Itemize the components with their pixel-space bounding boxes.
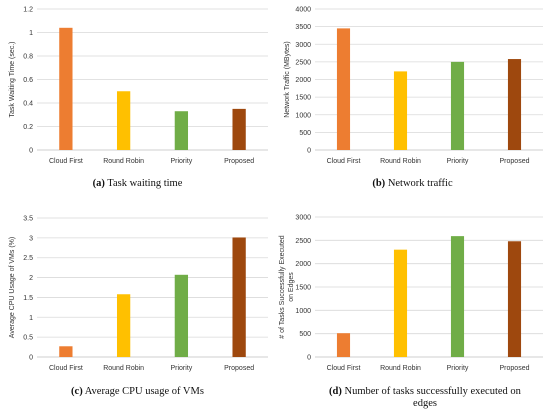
y-tick-label-c-1: 0.5 <box>23 335 33 342</box>
x-tick-label-c-0: Cloud First <box>49 365 83 372</box>
y-axis-title-line-d-1: on Edges <box>288 272 295 302</box>
y-axis-title-c: Average CPU Usage of VMs (%) <box>9 237 16 338</box>
y-tick-label-b-1: 500 <box>299 130 311 137</box>
x-tick-label-d-2: Priority <box>447 365 469 372</box>
y-tick-label-c-2: 1 <box>29 315 33 322</box>
y-tick-label-c-7: 3.5 <box>23 216 33 223</box>
y-tick-label-c-3: 1.5 <box>23 295 33 302</box>
chart-c-svg: 0 0.5 1 1.5 2 2.5 3 3.5 Cloud First Round Robin Pr… <box>9 216 268 372</box>
y-tick-label-d-2: 1000 <box>295 308 311 315</box>
bar-d-3 <box>507 241 522 357</box>
bar-b-0 <box>336 28 351 151</box>
y-tick-label-a-0: 0 <box>29 148 33 155</box>
chart-d-svg: 0 500 1000 1500 2000 2500 3000 Cloud First Round… <box>279 215 543 372</box>
y-axis-title-line-b-0: Network Traffic (MBytes) <box>284 41 291 118</box>
y-axis-title-b: Network Traffic (MBytes) <box>284 41 291 118</box>
x-tick-label-c-2: Priority <box>170 365 192 372</box>
x-tick-label-a-0: Cloud First <box>49 158 83 165</box>
chart-panel-c: 0 0.5 1 1.5 2 2.5 3 3.5 Cloud First Round Robin Pr… <box>0 210 275 372</box>
y-axis-title-a: Task Waiting Time (sec.) <box>9 42 16 118</box>
x-tick-label-a-1: Round Robin <box>103 158 144 165</box>
caption-b-letter: (b) <box>372 178 386 189</box>
x-tick-label-c-3: Proposed <box>224 365 254 372</box>
chart-panel-d: 0 500 1000 1500 2000 2500 3000 Cloud First Round… <box>275 210 550 372</box>
y-axis-title-line-a-0: Task Waiting Time (sec.) <box>9 42 16 118</box>
y-tick-label-a-6: 1.2 <box>23 7 33 14</box>
y-tick-label-c-0: 0 <box>29 355 33 362</box>
y-axis-title-line-d-0: # of Tasks Successfully Executed <box>279 235 286 338</box>
y-tick-label-b-5: 2500 <box>295 59 311 66</box>
y-tick-label-d-6: 3000 <box>295 215 311 222</box>
caption-a: (a) Task waiting time <box>0 178 275 190</box>
bar-d-0 <box>336 333 351 357</box>
y-tick-label-b-0: 0 <box>307 148 311 155</box>
bar-b-3 <box>507 59 522 150</box>
y-tick-label-a-3: 0.6 <box>23 77 33 84</box>
x-tick-label-d-1: Round Robin <box>380 365 421 372</box>
caption-d-letter: (d) <box>329 386 342 397</box>
chart-b-svg: 0 500 1000 1500 2000 2500 3000 3500 4000 Cloud Fi… <box>284 7 543 165</box>
x-tick-label-b-1: Round Robin <box>380 158 421 165</box>
caption-c-text: Average CPU usage of VMs <box>82 386 204 397</box>
bar-c-1 <box>116 294 131 357</box>
bar-c-3 <box>232 237 246 357</box>
y-tick-label-a-1: 0.2 <box>23 124 33 131</box>
chart-panel-a: 0 0.2 0.4 0.6 0.8 1 1.2 Cloud First Round Robin P… <box>0 0 275 170</box>
y-tick-label-b-7: 3500 <box>295 24 311 31</box>
y-tick-label-b-4: 2000 <box>295 77 311 84</box>
bar-a-0 <box>59 27 73 150</box>
y-tick-label-a-5: 1 <box>29 30 33 37</box>
caption-d: (d) Number of tasks successfully execute… <box>325 386 525 410</box>
y-tick-label-a-4: 0.8 <box>23 54 33 61</box>
caption-d-text: Number of tasks successfully executed on… <box>341 386 521 409</box>
y-tick-label-b-2: 1000 <box>295 112 311 119</box>
x-tick-label-b-0: Cloud First <box>327 158 361 165</box>
y-tick-label-c-4: 2 <box>29 275 33 282</box>
caption-c: (c) Average CPU usage of VMs <box>0 386 275 398</box>
y-tick-label-c-6: 3 <box>29 235 33 242</box>
x-tick-label-b-2: Priority <box>447 158 469 165</box>
y-axis-title-line-c-0: Average CPU Usage of VMs (%) <box>9 237 16 338</box>
x-tick-label-a-2: Priority <box>170 158 192 165</box>
caption-b: (b) Network traffic <box>275 178 550 190</box>
y-tick-label-b-8: 4000 <box>295 7 311 14</box>
y-tick-label-c-5: 2.5 <box>23 255 33 262</box>
bar-b-2 <box>450 61 465 150</box>
x-tick-label-d-0: Cloud First <box>327 365 361 372</box>
bar-a-3 <box>232 108 246 150</box>
x-tick-label-b-3: Proposed <box>500 158 530 165</box>
bar-a-1 <box>116 91 131 150</box>
y-tick-label-d-3: 1500 <box>295 285 311 292</box>
chart-a-svg: 0 0.2 0.4 0.6 0.8 1 1.2 Cloud First Round Robin P… <box>9 7 268 165</box>
caption-c-letter: (c) <box>71 386 83 397</box>
y-tick-label-d-5: 2500 <box>295 238 311 245</box>
y-tick-label-d-1: 500 <box>299 331 311 338</box>
x-tick-label-d-3: Proposed <box>500 365 530 372</box>
bar-d-2 <box>450 236 465 357</box>
y-tick-label-b-6: 3000 <box>295 42 311 49</box>
caption-a-text: Task waiting time <box>104 178 183 189</box>
x-tick-label-a-3: Proposed <box>224 158 254 165</box>
y-tick-label-a-2: 0.4 <box>23 101 33 108</box>
y-tick-label-d-4: 2000 <box>295 261 311 268</box>
bar-a-2 <box>174 111 189 150</box>
bar-c-0 <box>59 346 73 357</box>
chart-panel-b: 0 500 1000 1500 2000 2500 3000 3500 4000 Cloud Fi… <box>275 0 550 170</box>
bar-c-2 <box>174 274 189 357</box>
bar-d-1 <box>393 249 408 357</box>
x-tick-label-c-1: Round Robin <box>103 365 144 372</box>
y-tick-label-d-0: 0 <box>307 355 311 362</box>
caption-a-letter: (a) <box>92 178 105 189</box>
bar-b-1 <box>393 71 408 150</box>
caption-b-text: Network traffic <box>385 178 453 189</box>
y-axis-title-d: # of Tasks Successfully Executed on Edges <box>279 235 295 338</box>
y-tick-label-b-3: 1500 <box>295 95 311 102</box>
